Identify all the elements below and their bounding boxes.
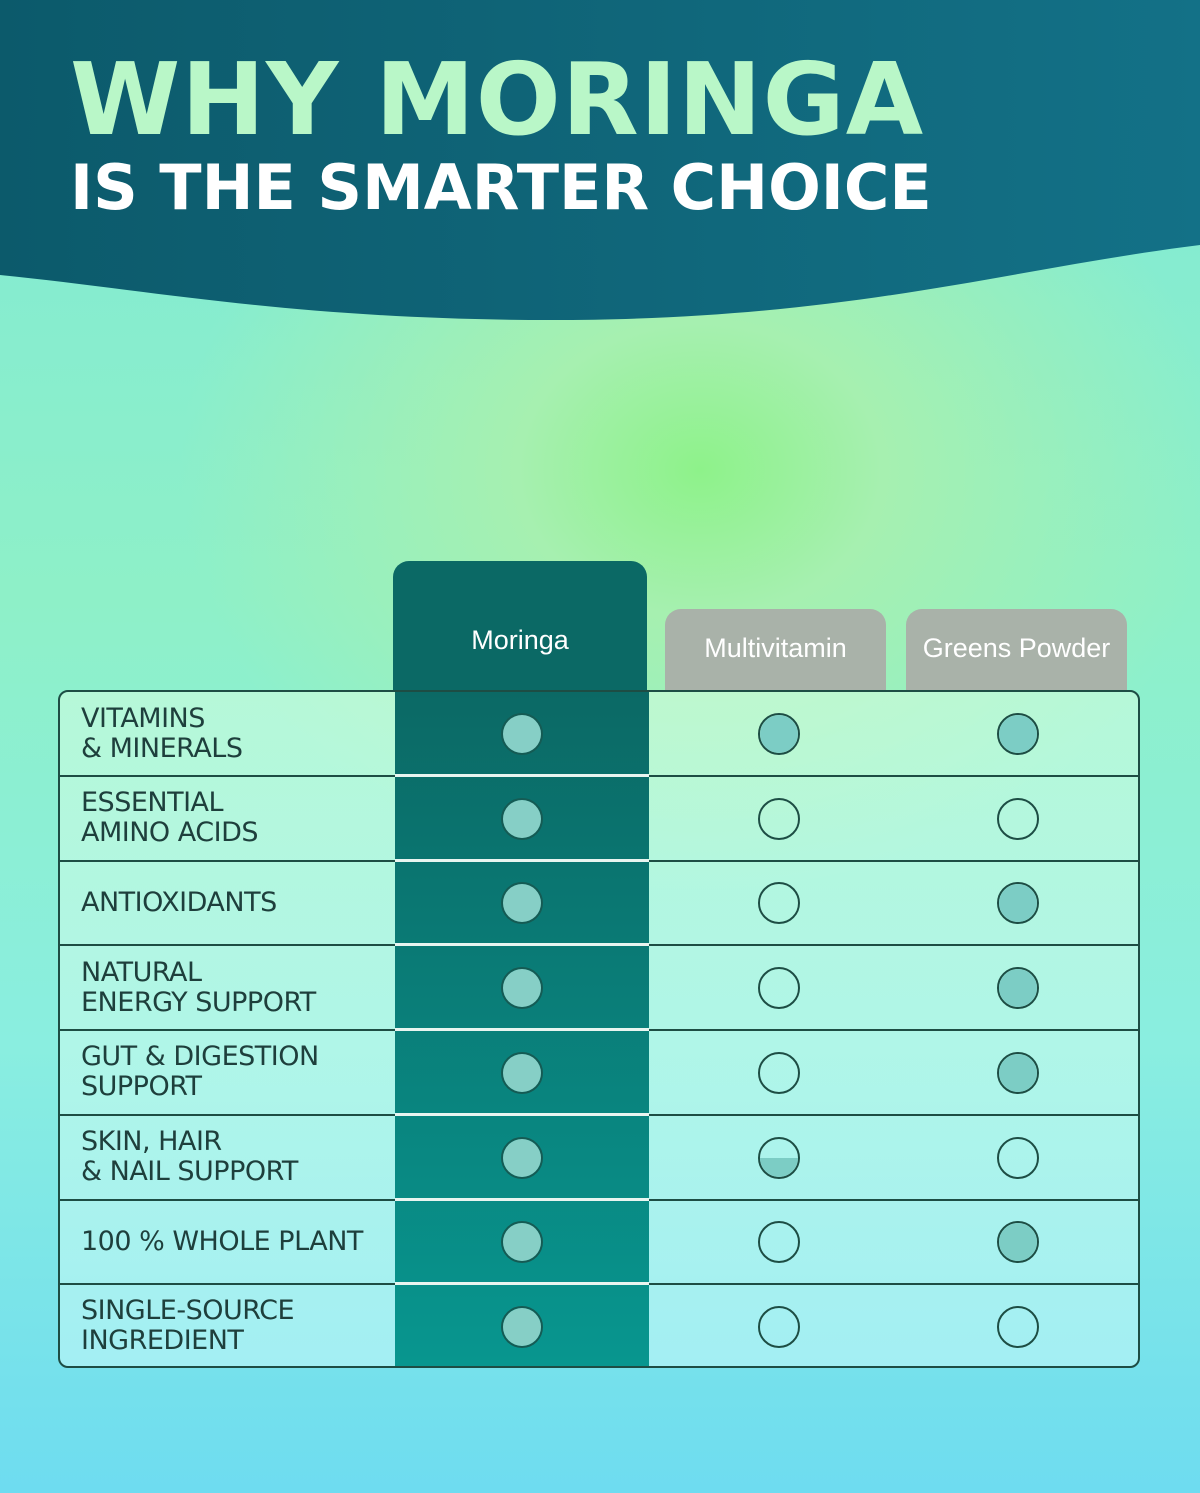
title-line-2: IS THE SMARTER CHOICE (70, 151, 932, 224)
row-label: SINGLE-SOURCE INGREDIENT (81, 1295, 295, 1357)
table-row: VITAMINS & MINERALS (60, 692, 1138, 777)
moringa-divider (395, 1112, 649, 1116)
empty-circle-icon (997, 1136, 1039, 1179)
filled-circle-icon (501, 1051, 543, 1094)
empty-circle-icon (758, 1221, 800, 1264)
empty-circle-icon (758, 1051, 800, 1094)
empty-circle-icon (758, 1305, 800, 1348)
title-line-1: WHY MORINGA (70, 41, 925, 158)
filled-circle-icon (997, 1051, 1039, 1094)
table-row: NATURAL ENERGY SUPPORT (60, 946, 1138, 1032)
row-label: NATURAL ENERGY SUPPORT (81, 956, 316, 1018)
moringa-divider (395, 858, 649, 862)
filled-circle-icon (501, 713, 543, 755)
half-filled-circle-icon (758, 1136, 800, 1179)
moringa-divider (395, 1282, 649, 1286)
row-label: ANTIOXIDANTS (81, 886, 277, 918)
table-row: SKIN, HAIR & NAIL SUPPORT (60, 1116, 1138, 1201)
table-row: GUT & DIGESTION SUPPORT (60, 1031, 1138, 1116)
table-row: ESSENTIAL AMINO ACIDS (60, 777, 1138, 862)
filled-circle-icon (997, 882, 1039, 925)
moringa-divider (395, 774, 649, 777)
filled-circle-icon (501, 1221, 543, 1264)
moringa-divider (395, 1197, 649, 1201)
filled-circle-icon (501, 797, 543, 840)
row-label: 100 % WHOLE PLANT (81, 1225, 363, 1257)
empty-circle-icon (758, 882, 800, 925)
table-row: SINGLE-SOURCE INGREDIENT (60, 1285, 1138, 1366)
column-header-greens-powder: Greens Powder (906, 609, 1127, 690)
filled-circle-icon (501, 882, 543, 925)
comparison-table: VITAMINS & MINERALS ESSENTIAL AMINO ACIDS… (58, 690, 1140, 1368)
filled-circle-icon (997, 713, 1039, 755)
empty-circle-icon (997, 797, 1039, 840)
column-header-multivitamin: Multivitamin (665, 609, 886, 690)
row-label: ESSENTIAL AMINO ACIDS (81, 787, 259, 849)
table-row: 100 % WHOLE PLANT (60, 1200, 1138, 1286)
moringa-divider (395, 1028, 649, 1032)
filled-circle-icon (501, 1305, 543, 1348)
row-label: GUT & DIGESTION SUPPORT (81, 1041, 319, 1103)
empty-circle-icon (758, 797, 800, 840)
filled-circle-icon (758, 713, 800, 755)
row-label: SKIN, HAIR & NAIL SUPPORT (81, 1126, 298, 1187)
header-banner (0, 0, 1200, 320)
column-header-moringa: Moringa (393, 561, 647, 690)
row-label: VITAMINS & MINERALS (81, 702, 243, 764)
filled-circle-icon (997, 1221, 1039, 1264)
empty-circle-icon (758, 967, 800, 1010)
empty-circle-icon (997, 1305, 1039, 1348)
table-row: ANTIOXIDANTS (60, 861, 1138, 947)
filled-circle-icon (501, 1136, 543, 1179)
moringa-divider (395, 943, 649, 947)
filled-circle-icon (501, 967, 543, 1010)
filled-circle-icon (997, 967, 1039, 1010)
